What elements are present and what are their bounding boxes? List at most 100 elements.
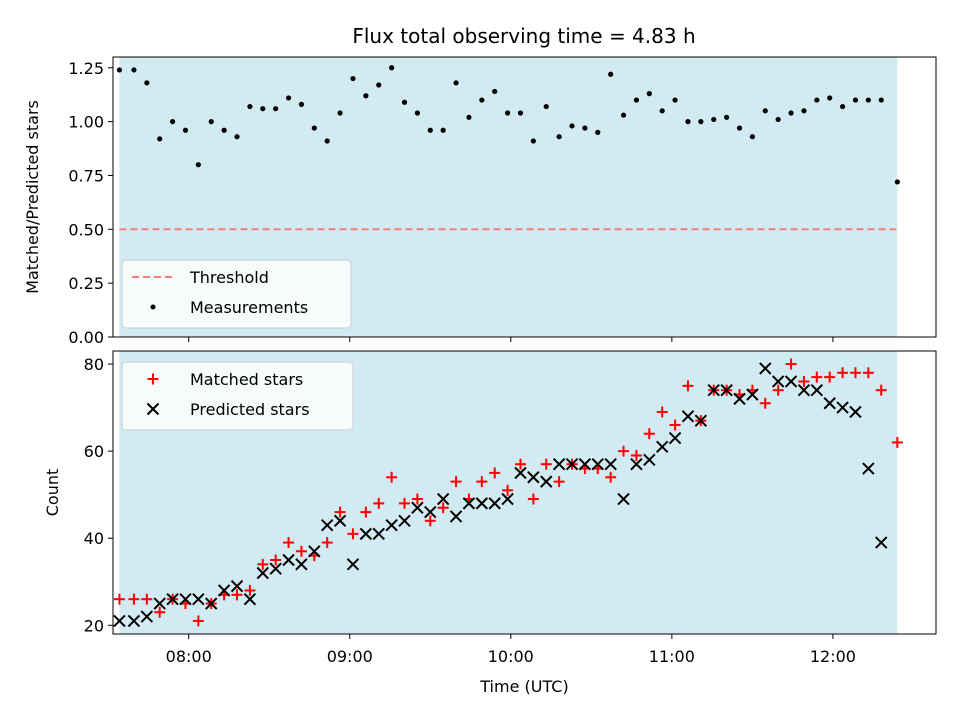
measurement-point <box>247 103 253 110</box>
predicted-point <box>295 558 308 571</box>
predicted-point <box>875 536 888 549</box>
matched-point <box>113 593 125 605</box>
measurement-point <box>724 114 730 120</box>
measurement-point <box>311 125 317 131</box>
measurement-point <box>363 93 369 99</box>
matched-point <box>373 497 385 509</box>
matched-point <box>424 515 436 527</box>
predicted-point <box>166 592 179 606</box>
predicted-point <box>668 431 682 445</box>
predicted-point <box>385 518 398 532</box>
matched-point <box>154 606 166 618</box>
predicted-point <box>746 388 759 401</box>
measurement-point <box>195 162 201 168</box>
legend-predicted-swatch <box>146 402 160 416</box>
measurement-point <box>852 97 859 103</box>
matched-point <box>321 537 333 549</box>
predicted-point <box>604 457 617 471</box>
measurement-point <box>543 103 549 110</box>
measurement-point <box>273 106 279 112</box>
predicted-point <box>192 592 205 606</box>
predicted-point <box>127 614 141 628</box>
measurement-point <box>234 134 240 140</box>
y-tick-label: 0.75 <box>68 166 104 185</box>
predicted-point <box>630 457 643 471</box>
matched-point <box>244 584 256 596</box>
predicted-point <box>359 527 373 541</box>
measurement-point <box>672 97 678 103</box>
matched-point <box>399 497 411 509</box>
measurement-point <box>285 95 292 101</box>
legend-measurements-swatch <box>150 304 156 310</box>
measurement-point <box>827 95 833 101</box>
matched-point <box>785 358 797 370</box>
matched-point <box>141 593 153 605</box>
measurement-point <box>504 110 511 116</box>
matched-point <box>347 528 359 540</box>
matched-point <box>283 537 295 549</box>
predicted-point <box>759 362 772 375</box>
count-marks <box>113 358 903 628</box>
measurement-point <box>492 88 498 95</box>
x-tick-label: 10:00 <box>488 647 534 666</box>
measurement-point <box>376 82 382 88</box>
measurement-point <box>453 80 459 86</box>
predicted-point <box>475 497 489 510</box>
measurement-point <box>440 127 446 133</box>
measurement-point <box>659 108 665 114</box>
legend-predicted-label: Predicted stars <box>190 400 310 419</box>
measurement-point <box>646 91 652 97</box>
predicted-point <box>436 492 450 506</box>
measurement-point <box>389 65 395 71</box>
matched-point <box>772 384 784 396</box>
count-x-axis: 08:00 09:00 10:00 11:00 12:00 <box>166 634 856 666</box>
legend-matched-label: Matched stars <box>190 370 303 389</box>
measurement-point <box>427 127 433 133</box>
legend-predicted-marker <box>146 402 160 416</box>
predicted-point <box>810 383 824 397</box>
x-axis-title: Time (UTC) <box>479 677 568 696</box>
measurement-point <box>479 97 485 103</box>
measurement-point <box>221 127 227 133</box>
measurement-point <box>116 67 123 73</box>
measurement-point <box>775 116 781 123</box>
count-legend: Matched stars Predicted stars <box>121 361 354 431</box>
matched-point <box>437 502 449 514</box>
x-tick-label: 09:00 <box>327 647 373 666</box>
predicted-point <box>462 497 476 510</box>
matched-point <box>257 558 269 570</box>
predicted-point <box>140 610 154 623</box>
measurement-point <box>736 125 743 131</box>
measurement-point <box>762 108 768 114</box>
matched-point <box>656 406 668 418</box>
predicted-point <box>488 497 501 510</box>
ratio-marks <box>116 65 900 231</box>
measurement-point <box>131 67 137 73</box>
x-tick-label: 08:00 <box>166 647 212 666</box>
predicted-point <box>784 375 798 388</box>
predicted-point <box>643 453 656 467</box>
predicted-point <box>527 471 540 484</box>
measurement-point <box>169 119 176 125</box>
predicted-point <box>411 501 424 514</box>
measurement-point <box>569 123 575 129</box>
predicted-point <box>179 592 192 606</box>
predicted-point <box>707 383 720 397</box>
predicted-point <box>256 566 269 580</box>
predicted-point <box>205 597 218 610</box>
matched-point <box>502 484 514 496</box>
predicted-point <box>320 518 334 532</box>
measurement-point <box>582 125 588 131</box>
predicted-point <box>617 492 630 506</box>
predicted-point <box>217 584 231 597</box>
matched-point <box>682 380 694 392</box>
y-tick-label: 80 <box>84 355 104 374</box>
matched-point <box>669 419 681 431</box>
matched-point <box>295 545 307 557</box>
matched-point <box>514 458 526 470</box>
ratio-legend-box <box>121 259 352 329</box>
matched-point <box>643 428 655 440</box>
measurement-point <box>182 127 189 133</box>
measurement-point <box>788 110 794 116</box>
measurement-point <box>324 138 330 144</box>
